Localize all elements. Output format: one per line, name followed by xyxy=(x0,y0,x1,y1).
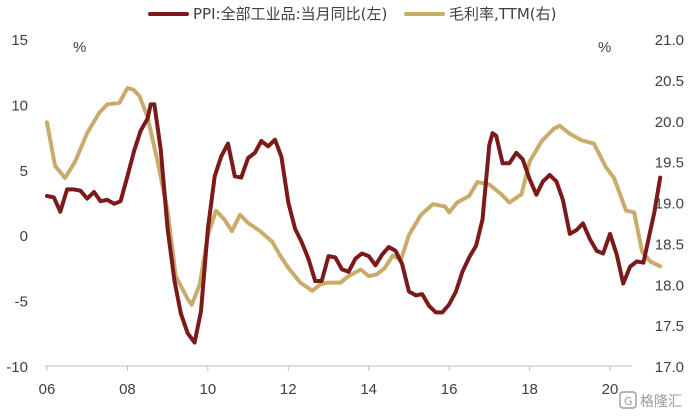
right-tick-label-4: 19.0 xyxy=(655,196,684,213)
left-tick-label-1: -5 xyxy=(15,294,28,311)
series-line-ppi xyxy=(45,102,663,345)
x-tick-label-08: 08 xyxy=(119,381,136,398)
x-tick-label-14: 14 xyxy=(360,381,377,398)
watermark-text: 格隆汇 xyxy=(640,394,682,410)
left-tick-label-5: 15 xyxy=(11,32,28,49)
legend-label-ppi: PPI:全部工业品:当月同比(左) xyxy=(193,5,387,23)
x-tick-label-12: 12 xyxy=(280,381,297,398)
watermark: G 格隆汇 xyxy=(619,391,682,410)
series-layer xyxy=(45,86,663,345)
x-tick-label-20: 20 xyxy=(602,381,619,398)
left-tick-label-2: 0 xyxy=(20,228,28,245)
legend-label-margin: 毛利率,TTM(右) xyxy=(449,5,556,23)
right-tick-label-0: 17.0 xyxy=(655,359,684,376)
x-axis-ticks: 06 08 10 12 14 16 18 20 xyxy=(39,366,619,398)
right-tick-label-8: 21.0 xyxy=(655,32,684,49)
legend: PPI:全部工业品:当月同比(左) 毛利率,TTM(右) xyxy=(148,5,556,23)
left-axis-unit: % xyxy=(73,39,86,56)
right-tick-label-2: 18.0 xyxy=(655,277,684,294)
left-tick-label-3: 5 xyxy=(20,163,28,180)
x-tick-label-16: 16 xyxy=(441,381,458,398)
right-tick-label-7: 20.5 xyxy=(655,73,684,90)
right-tick-label-6: 20.0 xyxy=(655,114,684,131)
x-tick-label-18: 18 xyxy=(521,381,538,398)
left-tick-label-0: -10 xyxy=(6,359,28,376)
series-line-gross-margin xyxy=(45,86,663,307)
watermark-logo-icon xyxy=(619,391,637,409)
right-axis-unit: % xyxy=(598,39,611,56)
x-tick-label-10: 10 xyxy=(200,381,217,398)
right-tick-label-3: 18.5 xyxy=(655,236,684,253)
left-axis-ticks: -10 -5 0 5 10 15 xyxy=(6,32,28,376)
right-tick-label-1: 17.5 xyxy=(655,318,684,335)
right-tick-label-5: 19.5 xyxy=(655,155,684,172)
watermark-logo-glyph: G xyxy=(624,395,633,408)
left-tick-label-4: 10 xyxy=(11,97,28,114)
right-axis-ticks: 17.0 17.5 18.0 18.5 19.0 19.5 20.0 20.5 21.0 xyxy=(655,32,684,376)
x-tick-label-06: 06 xyxy=(39,381,56,398)
